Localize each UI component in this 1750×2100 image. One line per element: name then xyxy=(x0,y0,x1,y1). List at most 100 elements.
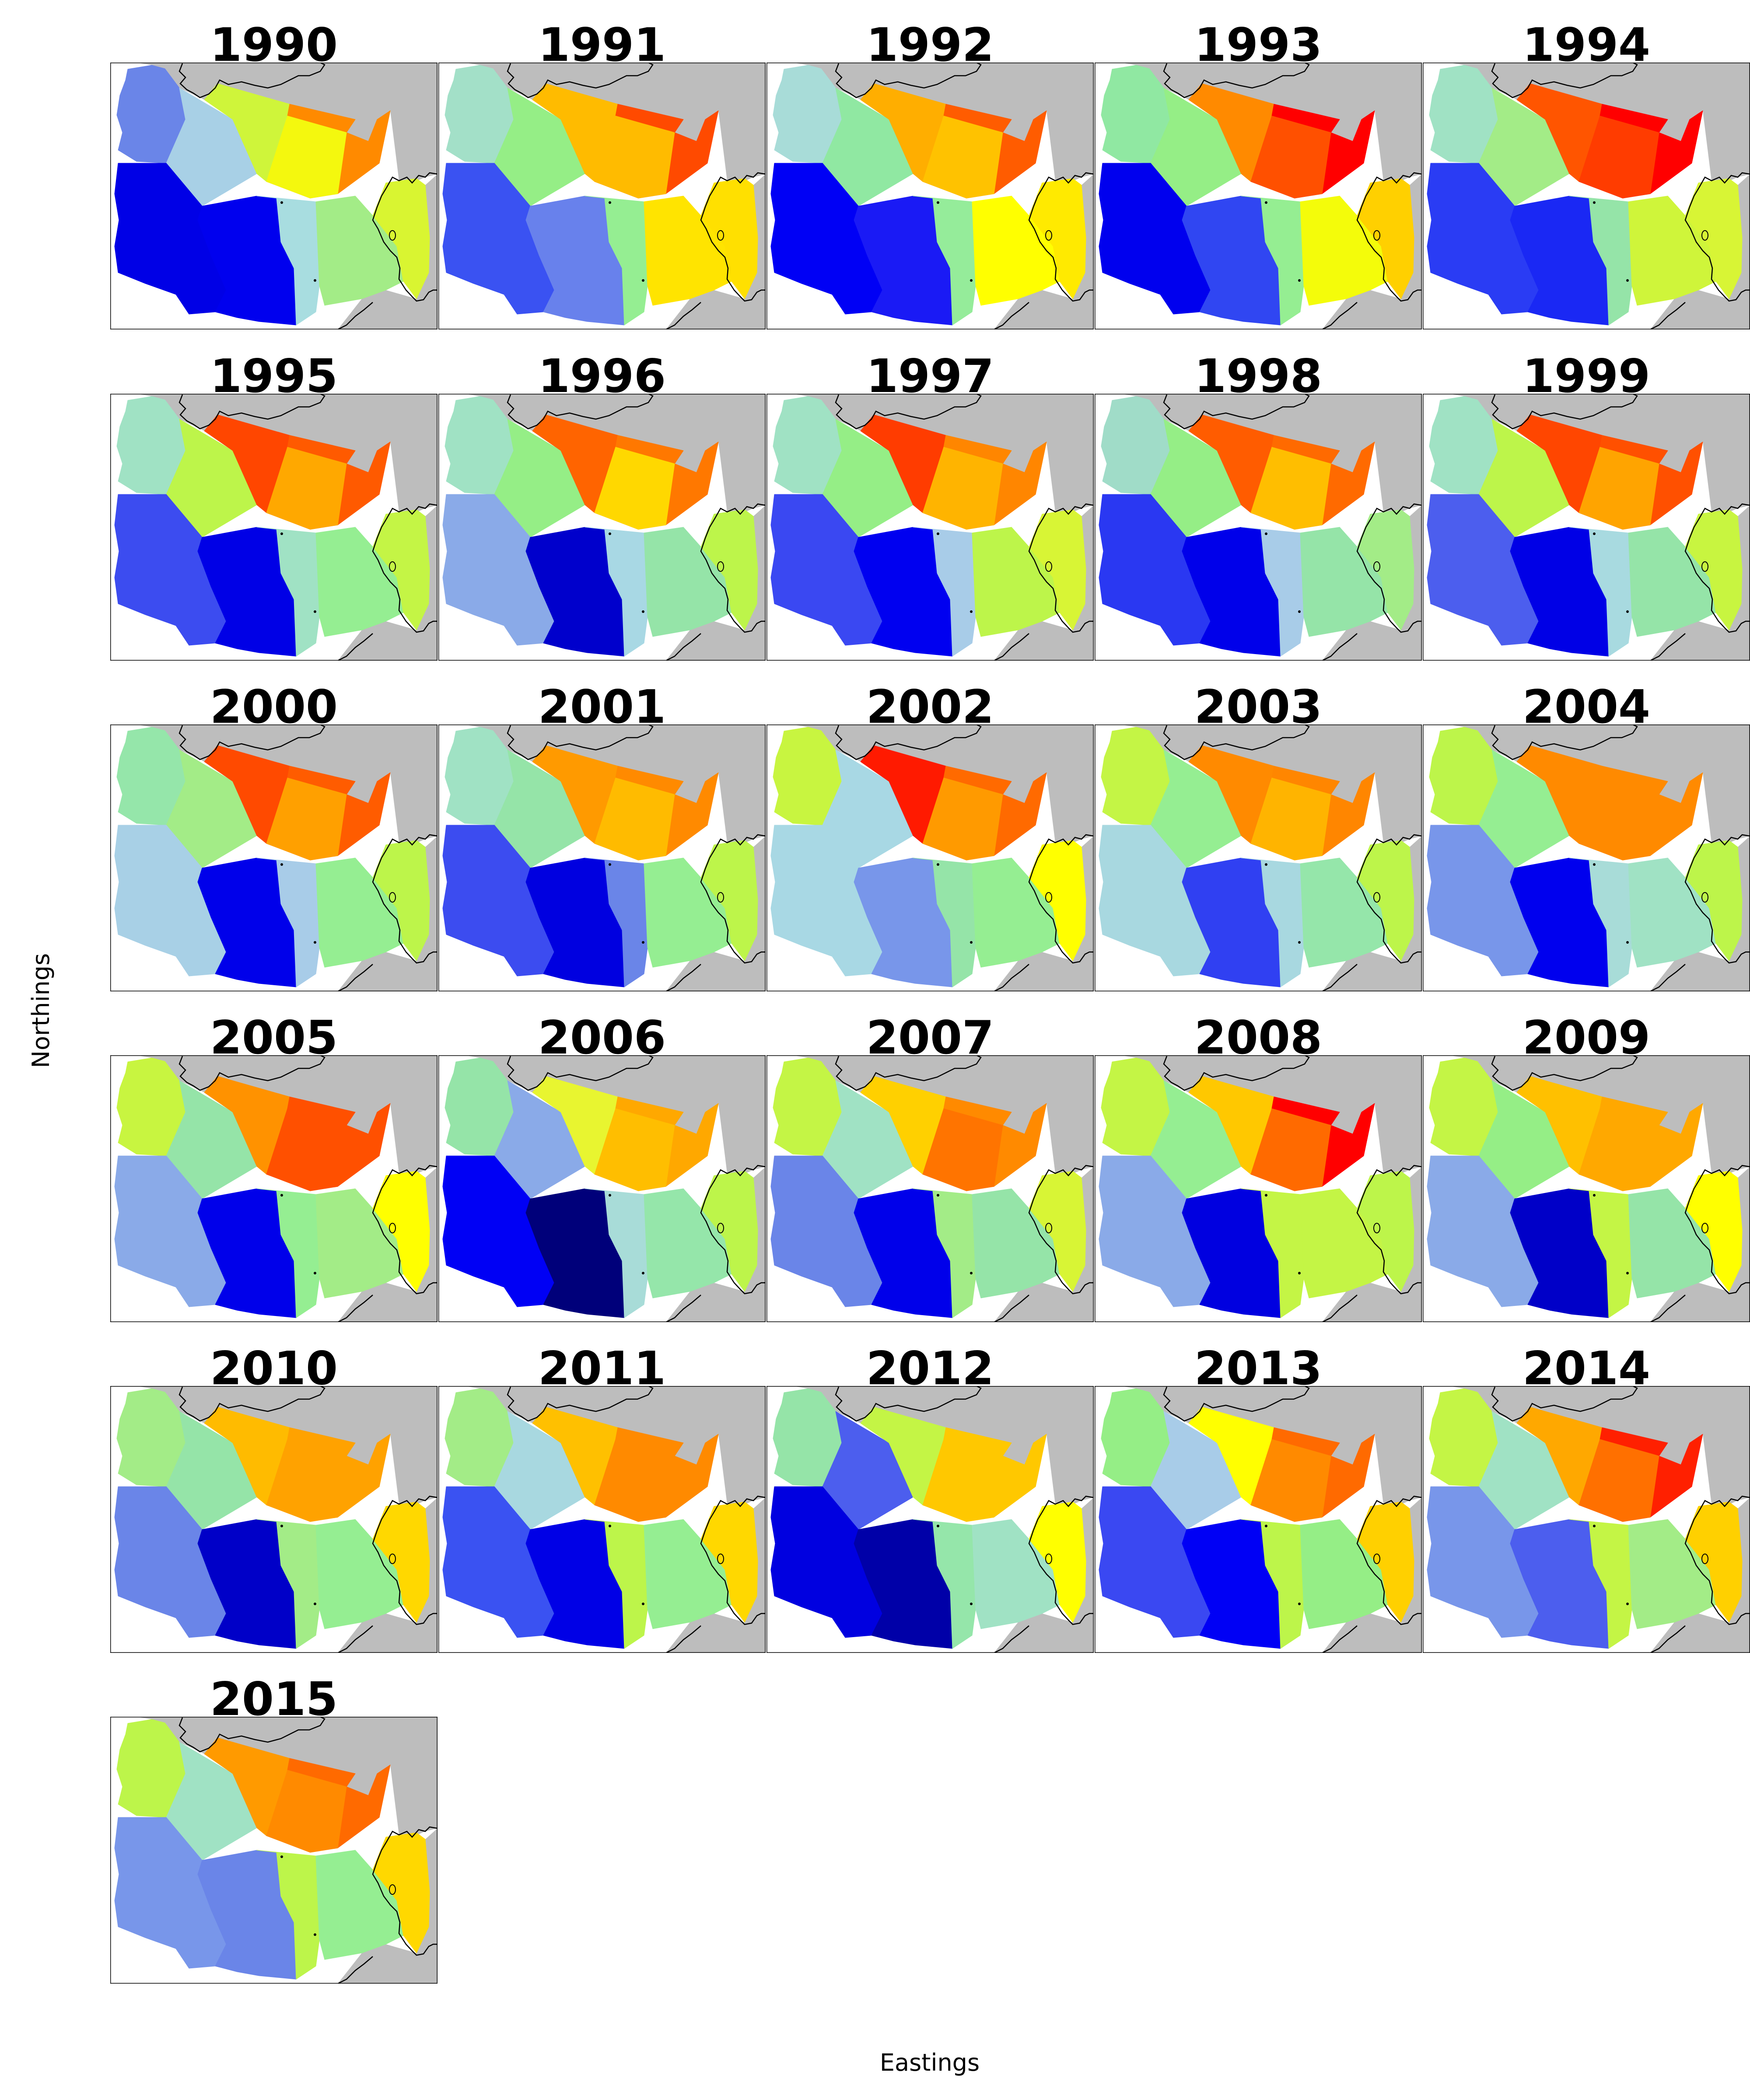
marker-dot xyxy=(1593,201,1596,204)
marker-dot xyxy=(609,1194,611,1197)
marker-dot xyxy=(1265,532,1267,535)
coastline-north xyxy=(1163,394,1310,430)
island-outline xyxy=(717,561,724,572)
zone-I xyxy=(1628,1188,1716,1298)
coastline-east xyxy=(700,834,766,964)
zone-E xyxy=(1250,1108,1331,1191)
panel-frame xyxy=(438,394,766,661)
zone-A xyxy=(1101,396,1170,495)
map-panel-2014: 2014 xyxy=(1423,1342,1750,1653)
coastline-north xyxy=(1491,1055,1638,1091)
coastline-north xyxy=(178,724,326,760)
map-panel-2005: 2005 xyxy=(110,1011,438,1322)
island-dot xyxy=(642,1603,644,1605)
coastline-south xyxy=(665,302,701,329)
land-east xyxy=(1322,174,1422,329)
zone-E xyxy=(266,116,347,199)
coastline-north xyxy=(178,63,326,98)
land-east xyxy=(1322,505,1422,661)
land-east xyxy=(666,836,766,991)
zone-A xyxy=(773,65,842,164)
zone-A xyxy=(1429,65,1498,164)
coastline-south xyxy=(994,1625,1029,1653)
zone-A xyxy=(444,396,514,495)
marker-dot xyxy=(609,201,611,204)
map-panel-2003: 2003 xyxy=(1095,680,1422,991)
coastline-east xyxy=(1028,1495,1094,1625)
coastline-south xyxy=(337,302,373,329)
marker-dot xyxy=(937,201,939,204)
coastline-east xyxy=(372,1826,438,1956)
panel-frame xyxy=(110,394,438,661)
island-dot xyxy=(1298,941,1301,944)
zone-E xyxy=(922,1439,1003,1522)
island-dot xyxy=(970,610,973,613)
island-outline xyxy=(389,1554,396,1564)
zone-E xyxy=(594,777,675,861)
panel-frame xyxy=(766,1386,1094,1653)
island-outline xyxy=(1701,1223,1708,1233)
coastline-east xyxy=(1356,172,1422,302)
zone-I xyxy=(1628,858,1716,968)
map-panel-1993: 1993 xyxy=(1095,18,1422,329)
coastline-north xyxy=(835,1055,982,1091)
zone-A xyxy=(1101,727,1170,826)
island-dot xyxy=(314,1603,316,1605)
land-east xyxy=(666,174,766,329)
zone-J xyxy=(1685,1171,1743,1292)
island-outline xyxy=(717,892,724,903)
panel-frame xyxy=(110,724,438,991)
zone-I xyxy=(972,196,1060,306)
coastline-east xyxy=(1028,834,1094,964)
island-outline xyxy=(717,230,724,241)
zone-E xyxy=(266,1770,347,1853)
zone-I xyxy=(644,196,732,306)
panel-frame xyxy=(110,63,438,329)
marker-dot xyxy=(280,863,283,866)
map-panel-2007: 2007 xyxy=(766,1011,1094,1322)
coastline-east xyxy=(1684,172,1750,302)
map-panel-1990: 1990 xyxy=(110,18,438,329)
coastline-south xyxy=(1650,633,1686,661)
panel-frame xyxy=(1423,394,1750,661)
zone-A xyxy=(1429,396,1498,495)
island-outline xyxy=(1373,561,1380,572)
zone-I xyxy=(315,1519,404,1629)
map-panel-2006: 2006 xyxy=(438,1011,766,1322)
zone-E xyxy=(594,1439,675,1522)
marker-dot xyxy=(937,1194,939,1197)
coastline-south xyxy=(1322,964,1358,991)
panel-grid: 1990 1991 1992 1993 1994 1995 1996 1997 1998 1999… xyxy=(110,18,1750,1984)
coastline-north xyxy=(178,394,326,430)
land-east xyxy=(1650,505,1750,661)
zone-J xyxy=(700,840,758,961)
zone-A xyxy=(116,1388,186,1487)
island-dot xyxy=(1626,610,1629,613)
coastline-south xyxy=(337,1625,373,1653)
zone-E xyxy=(922,1108,1003,1191)
coastline-east xyxy=(1028,1165,1094,1295)
zone-I xyxy=(315,196,404,306)
island-outline xyxy=(1045,1554,1052,1564)
coastline-south xyxy=(337,1956,373,1984)
land-east xyxy=(338,174,438,329)
zone-A xyxy=(444,1388,514,1487)
island-outline xyxy=(1373,230,1380,241)
marker-dot xyxy=(1593,863,1596,866)
zone-A xyxy=(1101,65,1170,164)
island-outline xyxy=(389,1884,396,1895)
coastline-south xyxy=(1322,1625,1358,1653)
zone-A xyxy=(1101,1388,1170,1487)
zone-A xyxy=(773,1388,842,1487)
land-east xyxy=(1322,1498,1422,1653)
coastline-north xyxy=(178,1386,326,1422)
map-panel-2004: 2004 xyxy=(1423,680,1750,991)
island-dot xyxy=(642,941,644,944)
panel-frame xyxy=(1423,63,1750,329)
coastline-south xyxy=(665,1625,701,1653)
zone-J xyxy=(372,1502,430,1623)
zone-E xyxy=(1250,777,1331,861)
zone-A xyxy=(444,1057,514,1156)
zone-A xyxy=(1429,1388,1498,1487)
island-outline xyxy=(1701,561,1708,572)
